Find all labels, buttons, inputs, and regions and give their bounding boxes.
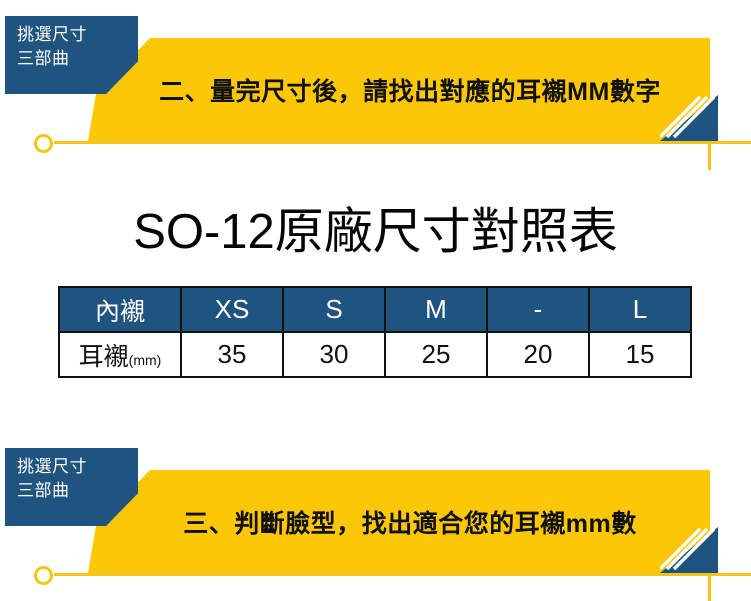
table-cell-l: 15 [588,331,692,378]
table-row-label-unit: (mm) [128,351,162,368]
circle-outline-icon [34,134,53,153]
table-cell-xs: 35 [180,331,284,378]
page-title: SO-12原廠尺寸對照表 [133,205,618,259]
step-badge-two-line2: 三部曲 [17,49,70,68]
step-badge-three-line2: 三部曲 [17,481,70,500]
striped-triangle-icon [660,527,718,573]
cross-tick-icon [708,548,711,601]
table-header-size-m: M [384,286,488,333]
step-banner-two-label: 二、量完尺寸後，請找出對應的耳襯MM數字 [159,77,661,106]
table-header-lining: 內襯 [58,286,182,333]
table-row-label-earpad: 耳襯(mm) [58,331,182,378]
table-row-label-text: 耳襯 [78,342,129,371]
table-row: 耳襯(mm) 35 30 25 20 15 [58,331,692,378]
step-badge-three: 挑選尺寸 三部曲 [5,448,138,526]
table-cell-s: 30 [282,331,386,378]
table-header-size-l: L [588,286,692,333]
striped-triangle-icon [660,95,718,141]
table-cell-m: 25 [384,331,488,378]
table-header-size-s: S [282,286,386,333]
table-header-size-xs: XS [180,286,284,333]
step-badge-three-line1: 挑選尺寸 [17,457,87,476]
size-chart-table: 內襯 XS S M - L 耳襯(mm) 35 30 25 20 15 [58,286,692,378]
step-rule-two [54,141,751,144]
step-banner-three-label: 三、判斷臉型，找出適合您的耳襯mm數 [183,509,637,538]
table-cell-dash: 20 [486,331,590,378]
circle-outline-icon [34,566,53,585]
step-badge-two: 挑選尺寸 三部曲 [5,16,138,94]
step-banner-two [88,38,710,141]
table-header-size-dash: - [486,286,590,333]
step-banner-three [88,470,710,573]
step-block-two: 二、量完尺寸後，請找出對應的耳襯MM數字 挑選尺寸 三部曲 [0,8,751,170]
step-block-three: 三、判斷臉型，找出適合您的耳襯mm數 挑選尺寸 三部曲 [0,440,751,601]
cross-tick-icon [708,116,711,170]
step-rule-three [54,573,751,576]
table-header-row: 內襯 XS S M - L [58,286,692,333]
step-badge-two-line1: 挑選尺寸 [17,25,87,44]
